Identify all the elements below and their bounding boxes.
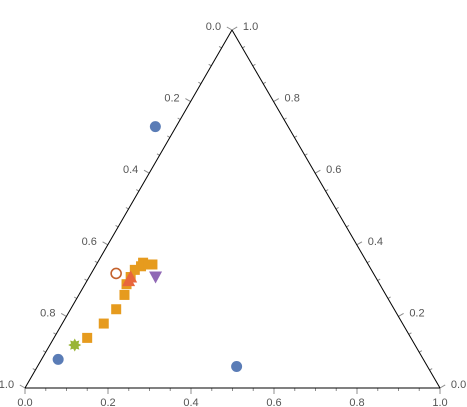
square-data-point [129,264,140,275]
square-data-point [111,304,122,315]
left-tick [143,169,150,174]
right-tick-label: 1.0 [243,21,258,33]
left-tick-label: 0.0 [206,21,221,33]
open-circle-data-point [110,267,122,280]
right-tick [314,169,321,174]
right-tick [429,368,433,371]
star-data-point [68,338,82,352]
left-tick-label: 0.2 [164,93,179,105]
left-tick [167,135,171,138]
left-tick [19,384,26,389]
right-tick [356,241,363,246]
left-tick [53,332,57,335]
right-tick [377,278,381,282]
square-data-point [98,318,109,329]
circle-data-point [231,361,243,373]
right-tick [294,135,298,138]
left-tick [102,241,109,246]
bottom-tick-label: 0.8 [349,397,364,407]
circle-data-point [149,121,161,133]
bottom-tick-label: 0.6 [266,397,281,407]
right-tick [439,384,446,389]
right-tick-label: 0.4 [368,236,383,248]
left-tick [115,224,119,228]
data-points [52,121,243,373]
square-data-point [138,257,149,268]
bottom-tick-label: 0.4 [183,397,198,407]
left-tick [198,81,202,85]
right-tick [398,312,404,317]
left-tick [208,63,212,67]
right-tick [252,63,256,67]
right-tick-label: 0.2 [409,307,424,319]
right-axis-line [231,29,441,389]
right-tick [231,26,238,31]
bottom-tick-label: 1.0 [432,397,447,407]
left-tick-label: 1.0 [0,379,14,391]
right-tick-label: 0.6 [326,164,341,176]
triangle-down-data-point [149,271,163,284]
right-tick [346,224,350,228]
square-data-point [147,259,158,270]
left-tick [185,98,191,103]
left-tick-label: 0.8 [40,307,55,319]
left-tick [218,45,222,49]
right-tick [325,189,329,192]
bottom-tick-label: 0.2 [100,397,115,407]
triangle-axes [24,29,441,389]
tick-labels: 0.0 0.2 0.4 0.6 0.8 1.0 1.0 0.8 0.6 0.4 0.2 0.0 0.0 0… [0,21,466,407]
left-tick-label: 0.6 [82,236,97,248]
circle-data-point [52,353,64,365]
left-tick-label: 0.4 [123,164,138,176]
square-data-point [82,332,93,343]
triangle-up-data-point [124,270,138,283]
right-tick [273,98,280,103]
bottom-tick-label: 0.0 [17,397,32,407]
left-axis-line [24,29,233,389]
left-tick [60,312,67,317]
square-data-point [119,289,130,300]
right-tick [418,350,423,353]
left-tick [226,26,233,31]
right-tick-label: 0.8 [285,93,300,105]
right-tick-label: 0.0 [451,379,466,391]
